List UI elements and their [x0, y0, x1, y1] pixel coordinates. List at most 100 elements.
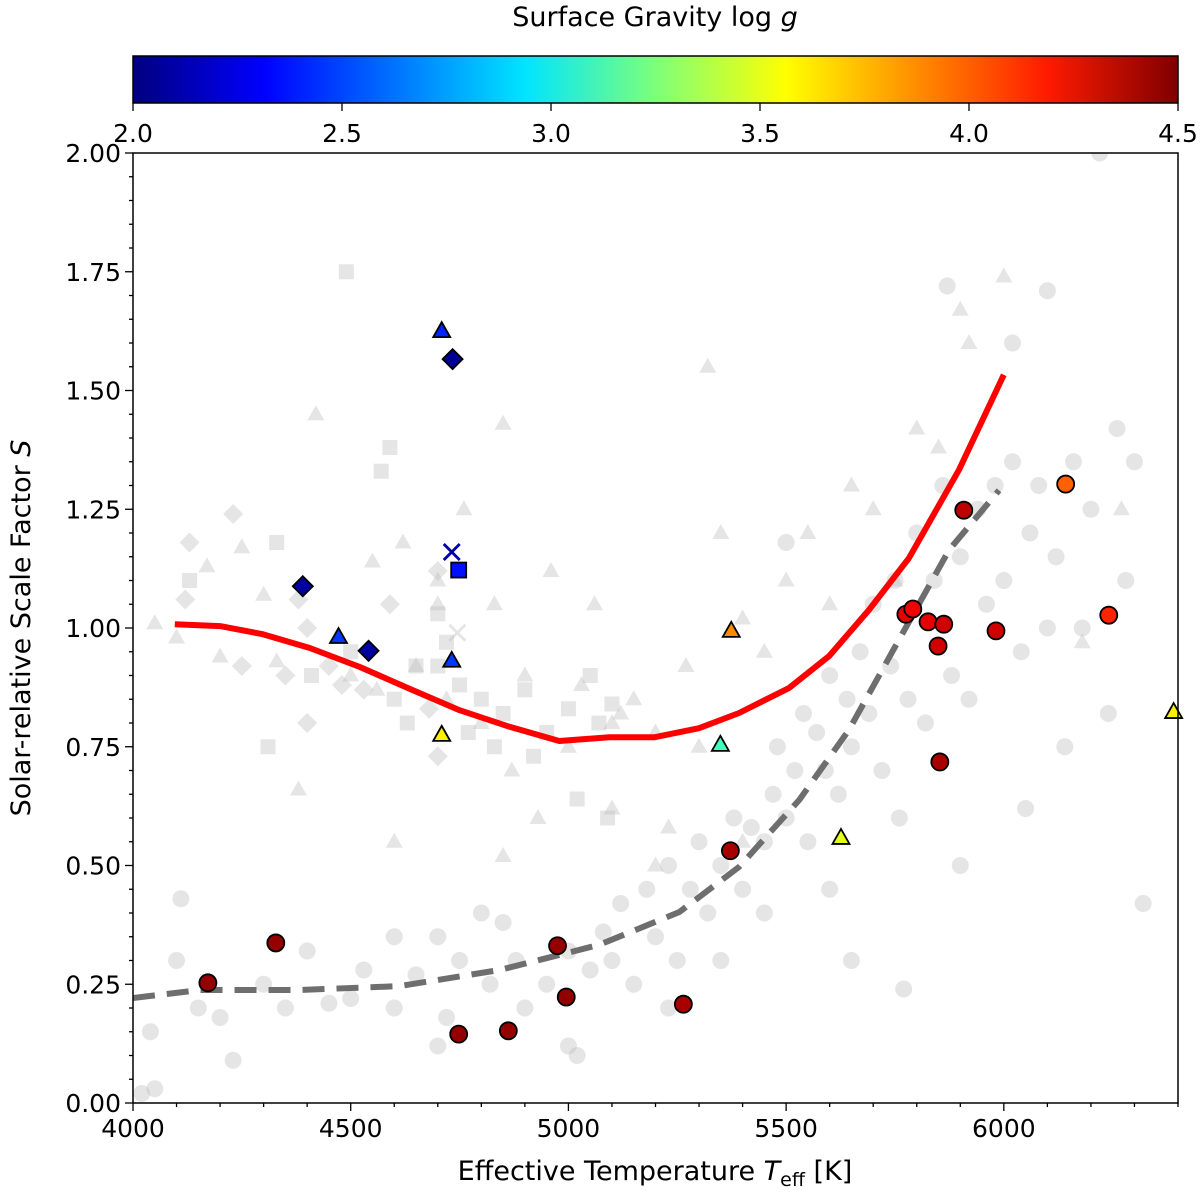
background-point-circle [821, 880, 839, 898]
background-point-square [495, 706, 511, 721]
background-point-circle [938, 277, 956, 295]
background-point-triangle [429, 595, 447, 611]
background-point-circle [943, 667, 961, 684]
background-point-triangle [494, 847, 512, 862]
background-point-circle [172, 890, 190, 908]
background-point-triangle [712, 524, 730, 539]
data-point-circle [903, 599, 923, 619]
background-point-circle [777, 534, 795, 551]
background-point-diamond [175, 589, 196, 610]
colorbar-ticks: 2.0 2.5 3.0 3.5 4.0 4.5 [113, 103, 1198, 148]
background-point-square [439, 634, 454, 650]
background-point-circle [385, 999, 403, 1017]
background-points [133, 153, 1152, 1102]
background-point-triangle [995, 267, 1013, 283]
background-point-circle [320, 994, 338, 1012]
background-point-square [373, 463, 389, 479]
background-point-circle [821, 667, 839, 684]
background-point-triangle [586, 595, 604, 611]
background-point-square [560, 701, 576, 717]
background-point-circle [1012, 643, 1030, 661]
background-point-square [517, 682, 533, 698]
background-point-triangle [603, 714, 621, 729]
colorbar-tick-label: 2.5 [322, 119, 362, 148]
background-point-square [382, 440, 398, 455]
background-point-circle [494, 914, 512, 931]
background-point-circle [625, 975, 643, 993]
background-point-circle [734, 880, 752, 898]
background-point-circle [407, 966, 425, 984]
background-point-square [304, 668, 320, 683]
background-point-circle [1134, 895, 1152, 912]
colorbar-label: Surface Gravity log g [512, 2, 798, 33]
background-point-circle [681, 880, 699, 898]
data-point-triangle [830, 827, 852, 845]
background-point-circle [146, 1080, 164, 1098]
x-tick-label: 5500 [754, 1114, 818, 1143]
gray-dashed-fit-curve [133, 488, 1002, 1001]
background-point-circle [1108, 420, 1126, 437]
background-point-triangle [951, 300, 969, 316]
data-point-circle [556, 987, 576, 1007]
background-point-triangle [777, 571, 795, 587]
y-tick-label: 2.00 [65, 139, 121, 168]
data-point-triangle [710, 734, 731, 752]
y-tick-label: 0.25 [65, 970, 121, 999]
background-point-diamond [318, 656, 339, 676]
y-tick-label: 0.75 [65, 733, 121, 762]
background-point-triangle [908, 419, 926, 435]
background-point-triangle [289, 780, 307, 796]
background-point-triangle [559, 737, 577, 753]
data-point-diamond [441, 347, 464, 371]
background-point-triangle [864, 500, 882, 516]
background-point-circle [1056, 738, 1074, 756]
background-point-square [486, 739, 502, 755]
background-point-diamond [332, 675, 352, 695]
background-point-circle [481, 975, 499, 993]
background-point-diamond [297, 618, 318, 638]
background-point-circle [660, 999, 678, 1017]
background-point-circle [799, 833, 817, 851]
background-point-diamond [419, 698, 440, 719]
background-point-circle [873, 762, 891, 779]
background-point-circle [1017, 800, 1035, 817]
data-point-circle [1099, 605, 1119, 625]
data-point-circle [548, 936, 567, 956]
data-point-circle [673, 994, 693, 1014]
y-tick-label: 1.00 [65, 614, 121, 643]
plot-frame [132, 152, 1179, 1104]
background-point-square [430, 606, 446, 622]
background-point-circle [829, 785, 847, 803]
background-point-triangle [660, 818, 678, 834]
background-point-diamond [223, 504, 244, 524]
background-point-circle [712, 952, 730, 969]
background-point-circle [786, 762, 804, 779]
background-point-circle [224, 1051, 242, 1069]
x-axis-label: Effective Temperature Teff [K] [458, 1156, 853, 1191]
background-point-triangle [472, 714, 490, 729]
background-point-circle [141, 1023, 159, 1041]
background-point-triangle [542, 562, 560, 577]
background-point-circle [725, 809, 743, 827]
data-point-diamond [357, 639, 380, 663]
background-point-circle [211, 1009, 229, 1026]
data-point-x [442, 543, 461, 561]
data-point-circle [934, 614, 954, 634]
background-point-circle [568, 1047, 586, 1064]
background-point-circle [795, 705, 813, 722]
background-point-circle [986, 477, 1004, 494]
background-point-circle [603, 952, 621, 969]
background-point-circle [1004, 453, 1022, 471]
data-point-circle [928, 636, 948, 656]
background-point-circle [951, 548, 969, 566]
data-point-circle [498, 1021, 518, 1041]
data-point-triangle [441, 649, 462, 668]
background-point-circle [960, 690, 978, 708]
background-point-circle [764, 785, 782, 803]
background-point-triangle [529, 809, 547, 824]
background-point-diamond [231, 656, 252, 676]
background-point-circle [860, 705, 878, 722]
background-point-square [408, 658, 424, 674]
background-point-square [582, 668, 598, 683]
background-point-triangle [930, 438, 948, 454]
